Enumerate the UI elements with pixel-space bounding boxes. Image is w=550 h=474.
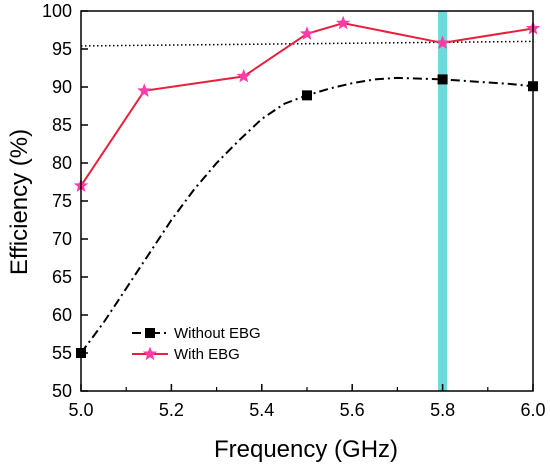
data-point-with-ebg bbox=[435, 35, 450, 49]
legend-label-without-ebg: Without EBG bbox=[174, 325, 261, 342]
x-axis-title: Frequency (GHz) bbox=[214, 436, 398, 463]
data-point-with-ebg bbox=[299, 26, 315, 40]
y-tick-label: 90 bbox=[52, 77, 72, 97]
data-point-with-ebg bbox=[137, 83, 152, 97]
y-tick-label: 50 bbox=[52, 381, 72, 401]
y-tick-label: 60 bbox=[52, 305, 72, 325]
y-axis-title: Efficiency (%) bbox=[6, 129, 33, 275]
y-tick-label: 95 bbox=[52, 39, 72, 59]
legend-label-with-ebg: With EBG bbox=[174, 346, 240, 363]
legend-marker-with-ebg bbox=[142, 346, 158, 361]
data-point-without-ebg bbox=[302, 90, 312, 101]
legend: Without EBG With EBG bbox=[132, 325, 261, 363]
x-tick-label: 6.0 bbox=[520, 400, 545, 420]
series-line-with-ebg bbox=[80, 22, 534, 187]
data-point-without-ebg bbox=[437, 74, 448, 85]
y-tick-label: 75 bbox=[52, 191, 72, 211]
x-tick-label: 5.6 bbox=[340, 400, 365, 420]
y-tick-label: 80 bbox=[52, 153, 72, 173]
data-point-with-ebg bbox=[336, 15, 351, 30]
highlight-band bbox=[438, 11, 448, 391]
x-tick-label: 5.2 bbox=[159, 400, 184, 420]
y-tick-label: 100 bbox=[42, 1, 72, 21]
y-tick-label: 55 bbox=[52, 343, 72, 363]
data-point-with-ebg bbox=[236, 68, 251, 83]
reference-line bbox=[80, 40, 534, 47]
legend-marker-without-ebg bbox=[145, 328, 155, 338]
y-tick-label: 85 bbox=[52, 115, 72, 135]
x-tick-label: 5.0 bbox=[68, 400, 93, 420]
y-tick-label: 65 bbox=[52, 267, 72, 287]
series-line-without-ebg bbox=[80, 76, 534, 354]
x-tick-label: 5.8 bbox=[430, 400, 455, 420]
y-tick-label: 70 bbox=[52, 229, 72, 249]
x-tick-label: 5.4 bbox=[249, 400, 274, 420]
